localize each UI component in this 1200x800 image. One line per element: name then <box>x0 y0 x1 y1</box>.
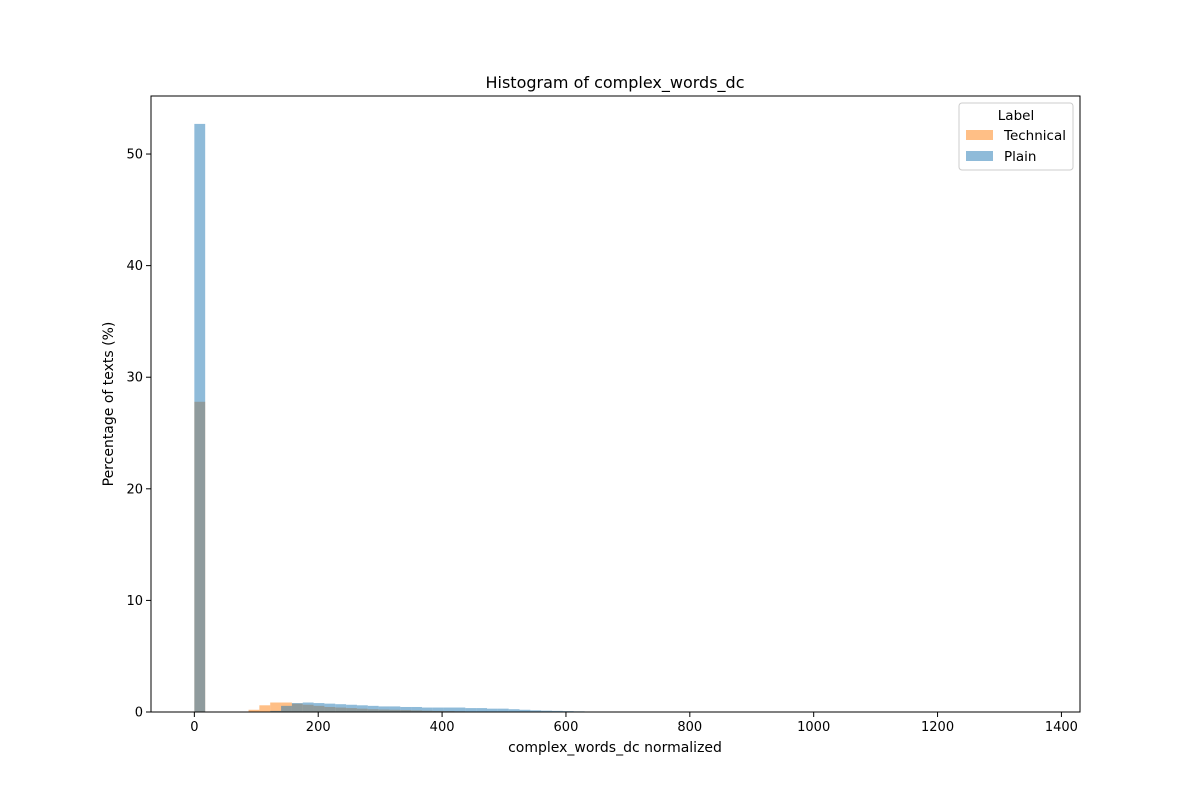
histogram-bar-plain-22 <box>497 708 509 712</box>
histogram-bar-plain-16 <box>432 707 444 712</box>
y-tick-label: 50 <box>126 148 143 163</box>
histogram-bar-plain-26 <box>541 710 553 712</box>
histogram-bar-plain-8 <box>346 704 357 712</box>
y-tick-label: 40 <box>126 259 143 274</box>
x-axis: 0 200 400 600 800 1000 1200 1400 <box>190 712 1078 735</box>
legend-swatch-technical <box>966 130 993 140</box>
legend: Label Technical Plain <box>958 102 1074 171</box>
x-tick-label: 600 <box>554 720 579 735</box>
x-tick-label: 1400 <box>1045 720 1078 735</box>
histogram-bar-plain-17 <box>443 707 455 712</box>
legend-swatch-plain <box>966 151 993 161</box>
x-axis-label: complex_words_dc normalized <box>508 740 722 756</box>
x-tick-label: 400 <box>430 720 455 735</box>
histogram-bar-plain-13 <box>400 706 412 712</box>
histogram-bar-technical-3 <box>270 702 282 712</box>
histogram-bar-plain-1 <box>270 710 282 712</box>
legend-label-technical: Technical <box>1003 128 1066 144</box>
histogram-bar-plain-18 <box>454 707 466 712</box>
y-tick-label: 10 <box>126 594 143 609</box>
histogram-bar-plain-11 <box>378 706 390 712</box>
histogram-bar-plain-9 <box>356 705 368 712</box>
histogram-bar-plain-21 <box>486 708 498 712</box>
histogram-bar-plain-12 <box>389 706 401 712</box>
legend-title: Label <box>998 108 1034 124</box>
y-tick-label: 20 <box>126 482 143 497</box>
histogram-bar-plain-27 <box>552 710 563 712</box>
histogram-bar-plain-3 <box>291 703 303 712</box>
histogram-bar-technical-1 <box>248 709 260 712</box>
x-tick-label: 200 <box>306 720 331 735</box>
plot-frame <box>150 95 1081 713</box>
histogram-bar-technical-2 <box>259 705 271 712</box>
x-tick-label: 0 <box>190 720 198 735</box>
x-tick-label: 1200 <box>921 720 954 735</box>
histogram-bar-plain-14 <box>411 706 422 712</box>
bars-layer <box>194 123 596 712</box>
y-tick-label: 0 <box>135 706 143 721</box>
y-axis-label: Percentage of texts (%) <box>101 322 117 487</box>
histogram-bar-plain-20 <box>476 708 487 712</box>
histogram-bar-plain-6 <box>324 703 336 712</box>
histogram-bar-plain-2 <box>281 705 292 712</box>
x-tick-label: 1000 <box>797 720 830 735</box>
histogram-bar-plain-5 <box>313 703 325 712</box>
histogram-bar-plain-19 <box>465 708 477 712</box>
histogram-bar-plain-15 <box>421 707 433 712</box>
histogram-bar-plain-0 <box>194 123 206 712</box>
histogram-bar-plain-10 <box>367 705 379 712</box>
legend-label-plain: Plain <box>1004 149 1036 165</box>
histogram-bar-plain-4 <box>302 702 314 712</box>
y-axis: 0 10 20 30 40 50 <box>126 148 151 721</box>
x-tick-label: 800 <box>677 720 702 735</box>
histogram-bar-plain-7 <box>335 704 347 712</box>
histogram-bar-plain-24 <box>519 709 531 712</box>
histogram-bar-plain-25 <box>530 710 542 712</box>
y-tick-label: 30 <box>126 371 143 386</box>
histogram-bar-plain-23 <box>508 709 520 712</box>
chart-title: Histogram of complex_words_dc <box>485 73 744 93</box>
